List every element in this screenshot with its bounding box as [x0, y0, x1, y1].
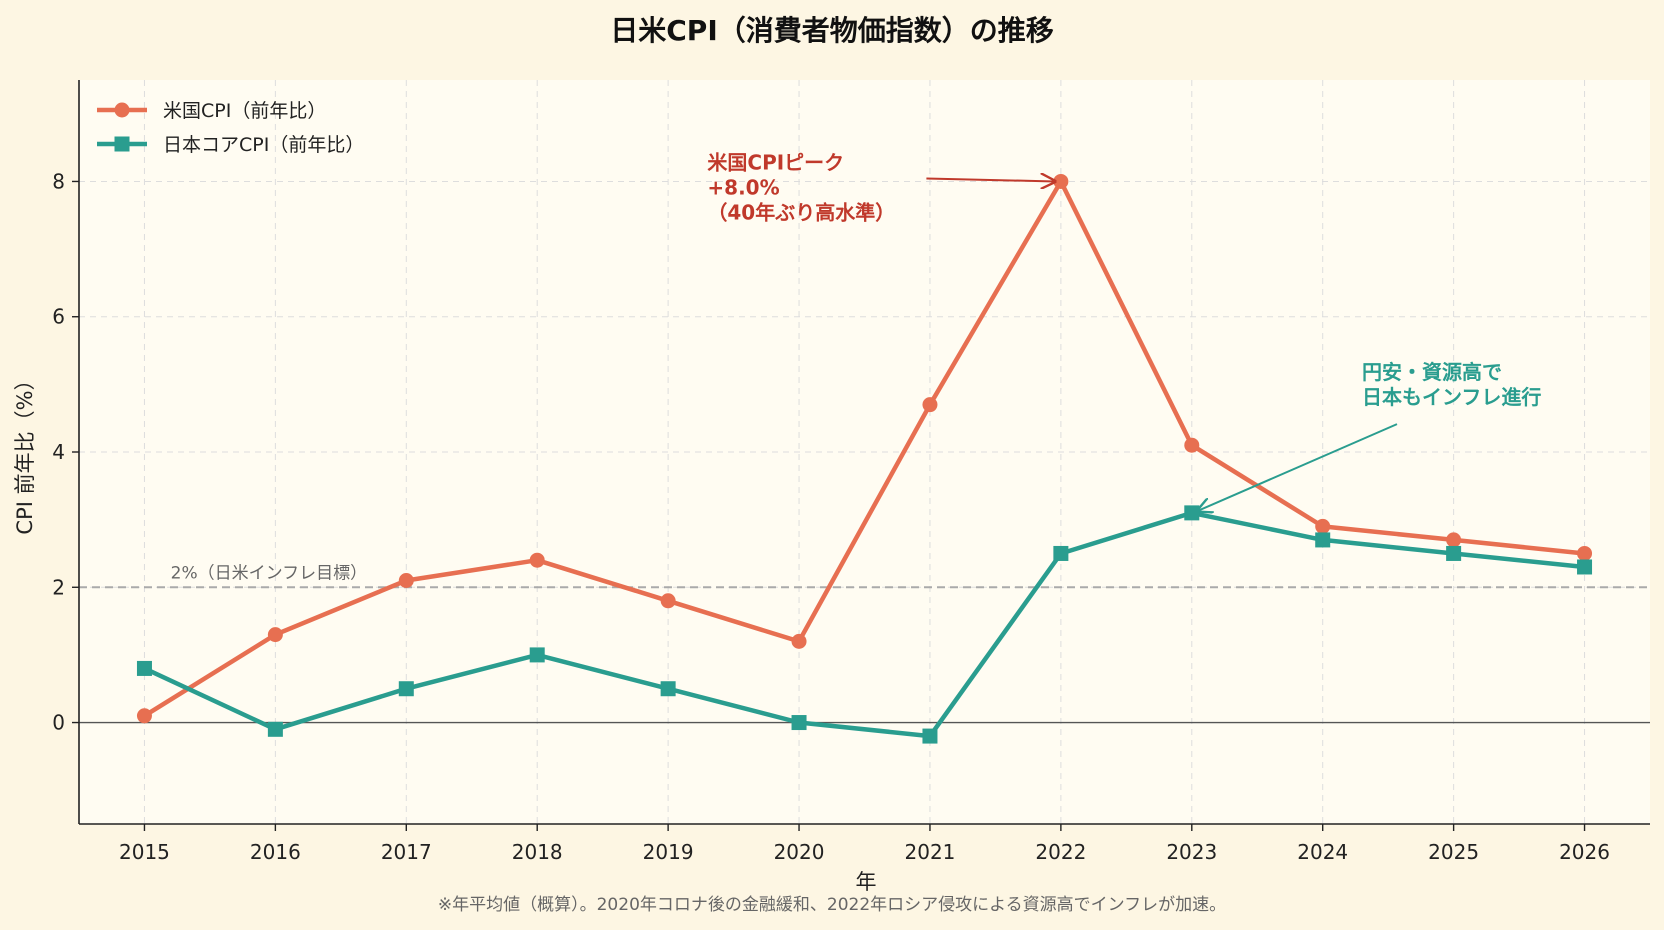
data-point-jp-2026: [1577, 559, 1593, 575]
annotation-1-line-1: 日本もインフレ進行: [1362, 385, 1541, 409]
data-point-jp-2023: [1184, 505, 1200, 521]
data-point-jp-2016: [267, 721, 283, 737]
y-axis-label: CPI 前年比（%）: [13, 369, 37, 534]
y-tick-label-4: 4: [52, 440, 65, 464]
legend-marker-0: [114, 102, 130, 118]
x-tick-label-2019: 2019: [643, 840, 694, 864]
legend-label-1: 日本コアCPI（前年比）: [163, 134, 364, 156]
axes-group: 2015 2016 2017 2018 2019 2020 2021 2022 2023 2024…: [52, 80, 1650, 864]
annotation-arrow-1: [1198, 423, 1398, 511]
x-tick-label-2017: 2017: [381, 840, 432, 864]
x-tick-label-2021: 2021: [905, 840, 956, 864]
data-point-us-2018: [529, 552, 545, 568]
y-tick-label-8: 8: [52, 169, 65, 193]
x-axis-label: 年: [856, 870, 877, 894]
data-point-us-2015: [136, 708, 152, 724]
x-tick-label-2024: 2024: [1297, 840, 1348, 864]
data-point-jp-2017: [398, 681, 414, 697]
chart-title: 日米CPI（消費者物価指数）の推移: [610, 14, 1054, 47]
footnote: ※年平均値（概算）。2020年コロナ後の金融緩和、2022年ロシア侵攻による資源…: [438, 895, 1226, 915]
data-point-jp-2022: [1053, 545, 1069, 561]
annotation-0-line-0: 米国CPIピーク: [707, 150, 844, 174]
data-point-us-2025: [1446, 532, 1462, 548]
x-tick-label-2025: 2025: [1428, 840, 1479, 864]
data-point-us-2023: [1184, 437, 1200, 453]
legend: 米国CPI（前年比） 日本コアCPI（前年比）: [97, 100, 364, 156]
data-point-us-2019: [660, 593, 676, 609]
y-tick-label-0: 0: [52, 711, 65, 735]
data-point-us-2017: [398, 573, 414, 589]
data-point-us-2020: [791, 633, 807, 649]
annotation-0-line-2: （40年ぶり高水準）: [707, 200, 895, 224]
reference-line-group: 2%（日米インフレ目標）: [79, 563, 1650, 724]
x-tick-label-2023: 2023: [1166, 840, 1217, 864]
reference-line-label: 2%（日米インフレ目標）: [171, 563, 367, 583]
series-group: [136, 173, 1593, 744]
data-point-jp-2020: [791, 715, 807, 731]
series-line-jp: [142, 510, 1587, 739]
data-point-us-2026: [1577, 545, 1593, 561]
annotation-0-line-1: +8.0%: [707, 175, 779, 199]
x-tick-label-2016: 2016: [250, 840, 301, 864]
y-tick-label-2: 2: [52, 575, 65, 599]
legend-marker-1: [114, 136, 130, 152]
data-point-jp-2024: [1315, 532, 1331, 548]
annotation-1-line-0: 円安・資源高で: [1362, 360, 1502, 384]
data-point-us-2022: [1053, 173, 1069, 189]
data-point-jp-2025: [1446, 545, 1462, 561]
x-tick-label-2020: 2020: [774, 840, 825, 864]
annotation-arrow-0: [926, 178, 1054, 181]
data-point-us-2016: [267, 627, 283, 643]
data-point-jp-2019: [660, 681, 676, 697]
legend-label-0: 米国CPI（前年比）: [163, 100, 326, 122]
x-tick-label-2022: 2022: [1035, 840, 1086, 864]
x-tick-label-2015: 2015: [119, 840, 170, 864]
x-tick-label-2018: 2018: [512, 840, 563, 864]
data-point-jp-2015: [136, 660, 152, 676]
data-point-jp-2021: [922, 728, 938, 744]
data-point-us-2021: [922, 397, 938, 413]
data-point-jp-2018: [529, 647, 545, 663]
series-line-us: [142, 179, 1587, 719]
y-tick-label-6: 6: [52, 305, 65, 329]
x-tick-label-2026: 2026: [1559, 840, 1610, 864]
data-point-us-2024: [1315, 518, 1331, 534]
